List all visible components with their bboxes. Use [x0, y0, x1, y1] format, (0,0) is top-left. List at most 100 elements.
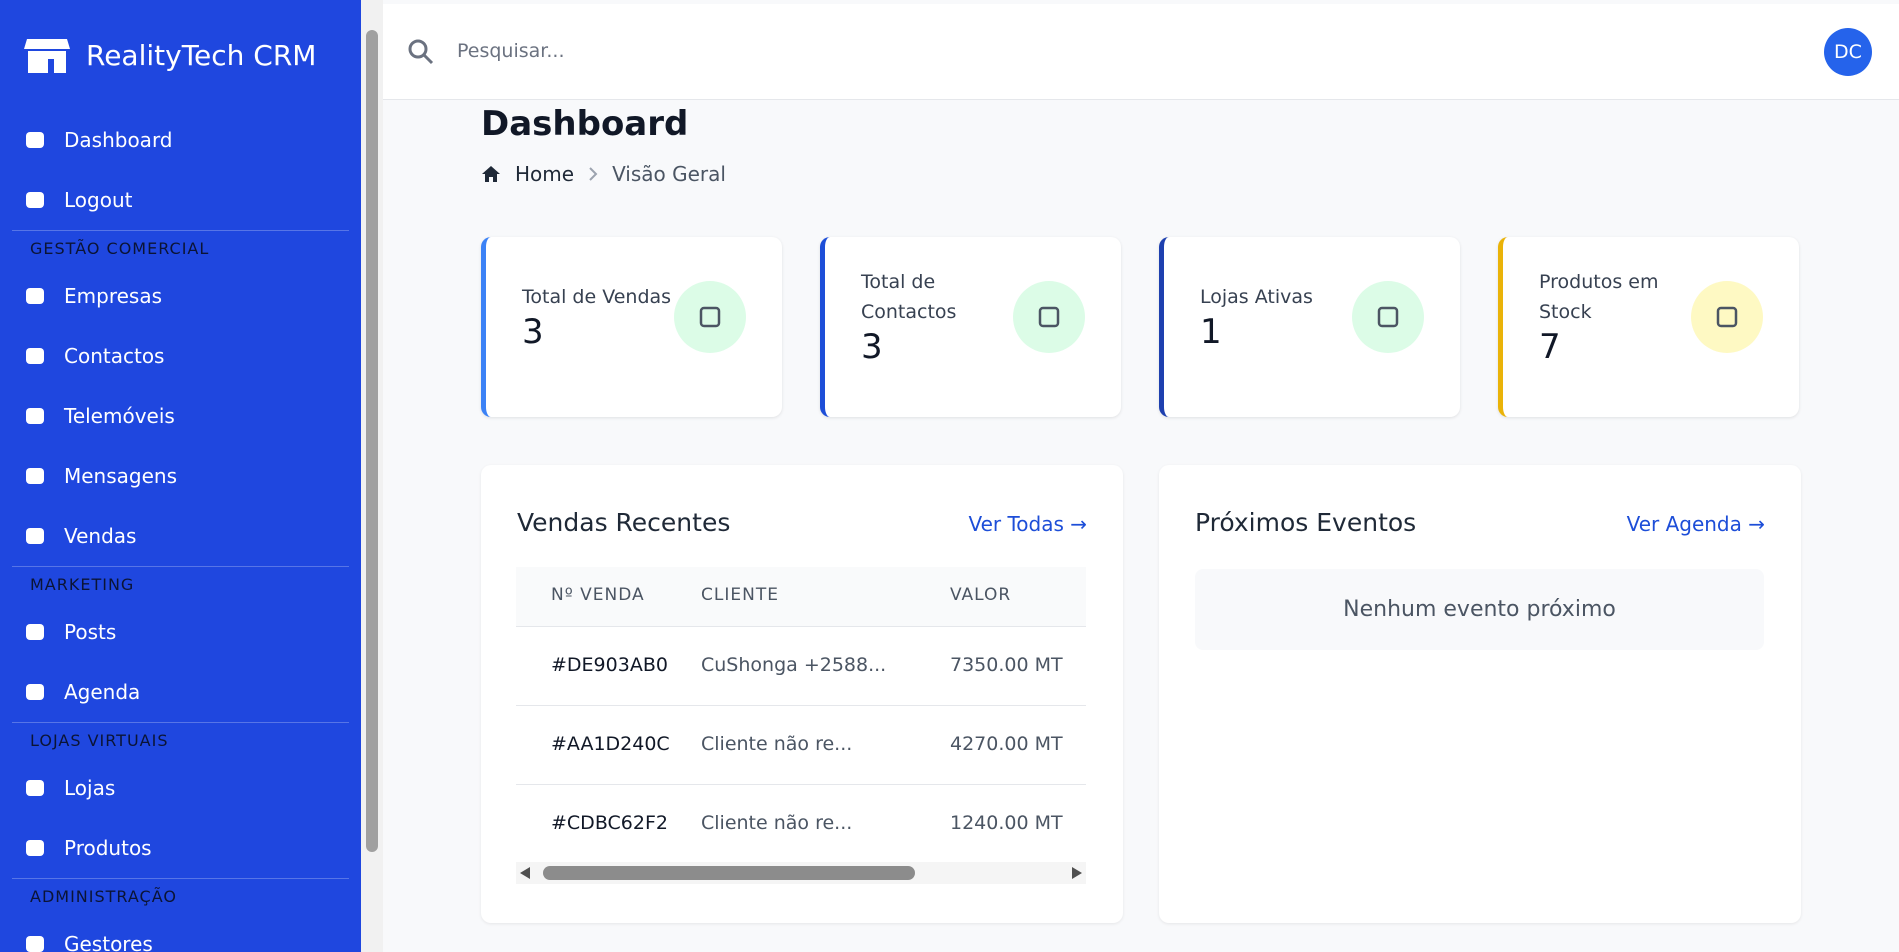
icon-shape: [26, 936, 44, 952]
icon-shape: [26, 288, 44, 304]
nav-item[interactable]: Gestores: [0, 914, 361, 952]
nav-item[interactable]: Contactos: [0, 326, 361, 386]
stat-label: Produtos em Stock: [1539, 271, 1659, 323]
column-header: Nº VENDA: [551, 585, 645, 605]
icon-shape: [26, 684, 44, 700]
sidebar: RealityTech CRM Dashboard Logout GESTÃO CO…: [0, 0, 361, 952]
column-header: CLIENTE: [701, 585, 779, 605]
sale-value: 7350.00 MT: [950, 654, 1063, 676]
nav-item[interactable]: Mensagens: [0, 446, 361, 506]
stat-value: 1: [1200, 312, 1222, 352]
scroll-right[interactable]: [1072, 867, 1082, 879]
icon-shape: [26, 528, 44, 544]
stat-label: Total de Contactos: [861, 271, 957, 323]
icon-shape: [1716, 306, 1738, 328]
brand[interactable]: RealityTech CRM: [0, 0, 361, 110]
sale-value: 4270.00 MT: [950, 733, 1063, 755]
icon-shape: [26, 132, 44, 148]
nav-label: Lojas: [64, 776, 116, 800]
stat-icon: [1691, 281, 1763, 353]
sale-client: Cliente não re...: [701, 812, 853, 834]
nav-label: Dashboard: [64, 128, 173, 152]
icon: [1716, 306, 1738, 328]
section-title: GESTÃO COMERCIAL: [12, 230, 349, 266]
stat-icon: [1013, 281, 1085, 353]
avatar[interactable]: DC: [1824, 28, 1872, 76]
nav-label: Logout: [64, 188, 133, 212]
nav-item[interactable]: Agenda: [0, 662, 361, 722]
view-agenda-link[interactable]: Ver Agenda →: [1626, 512, 1765, 536]
nav-icon: [26, 348, 44, 364]
stat-value: 3: [861, 327, 883, 367]
icon: [1377, 306, 1399, 328]
icon-shape: [26, 624, 44, 640]
stat-label: Lojas Ativas: [1200, 286, 1313, 308]
nav-icon: [26, 840, 44, 856]
home-icon: [482, 166, 500, 182]
nav-item[interactable]: Vendas: [0, 506, 361, 566]
nav-icon: [26, 468, 44, 484]
nav-label: Produtos: [64, 836, 152, 860]
breadcrumb-home[interactable]: Home: [515, 162, 575, 186]
sale-value: 1240.00 MT: [950, 812, 1063, 834]
icon-shape: [26, 192, 44, 208]
nav-label: Gestores: [64, 932, 153, 952]
nav-item[interactable]: Empresas: [0, 266, 361, 326]
row-divider: [516, 784, 1086, 785]
stat-card: Produtos em Stock 7: [1498, 237, 1799, 417]
icon: [699, 306, 721, 328]
stat-text: Total de Contactos 3: [861, 267, 1013, 367]
breadcrumb: Home Visão Geral: [481, 162, 726, 186]
icon: [1038, 306, 1060, 328]
nav-item[interactable]: Telemóveis: [0, 386, 361, 446]
chevron: [589, 167, 598, 181]
scroll-thumb: [366, 30, 378, 852]
icon-shape: [26, 348, 44, 364]
nav-icon: [26, 684, 44, 700]
nav-icon: [26, 780, 44, 796]
panel-title: Próximos Eventos: [1195, 508, 1417, 537]
icon-shape: [699, 306, 721, 328]
icon-shape: [1038, 306, 1060, 328]
nav-icon: [26, 624, 44, 640]
events-panel: Próximos Eventos Ver Agenda → Nenhum eve…: [1159, 465, 1801, 923]
stat-card: Lojas Ativas 1: [1159, 237, 1460, 417]
sale-client: CuShonga +2588...: [701, 654, 887, 676]
nav-label: Contactos: [64, 344, 165, 368]
section-title: LOJAS VIRTUAIS: [12, 722, 349, 758]
sales-table: Nº VENDA CLIENTE VALOR #DE903AB0 CuShonga +2…: [516, 567, 1086, 857]
icon-shape: [26, 780, 44, 796]
search-input[interactable]: Pesquisar...: [457, 40, 565, 62]
nav-label: Empresas: [64, 284, 162, 308]
stat-card: Total de Vendas 3: [481, 237, 782, 417]
panel-title: Vendas Recentes: [517, 508, 731, 537]
view-all-link[interactable]: Ver Todas →: [968, 512, 1087, 536]
scrollbar: [361, 0, 383, 952]
icon-shape: [26, 840, 44, 856]
stat-value: 7: [1539, 327, 1561, 367]
stat-card: Total de Contactos 3: [820, 237, 1121, 417]
topbar: Pesquisar... DC: [383, 4, 1899, 100]
nav-item[interactable]: Dashboard: [0, 110, 361, 170]
section-title: ADMINISTRAÇÃO: [12, 878, 349, 914]
nav-item[interactable]: Logout: [0, 170, 361, 230]
breadcrumb-current: Visão Geral: [612, 162, 726, 186]
brand-name: RealityTech CRM: [86, 38, 317, 72]
nav-icon: [26, 528, 44, 544]
stat-text: Produtos em Stock 7: [1539, 267, 1691, 367]
nav-icon: [26, 192, 44, 208]
stat-text: Lojas Ativas 1: [1200, 282, 1313, 352]
stat-value: 3: [522, 312, 544, 352]
icon-shape: [26, 468, 44, 484]
nav-icon: [26, 936, 44, 952]
row-divider: [516, 705, 1086, 706]
scroll-thumb: [543, 866, 915, 880]
scroll-left[interactable]: [520, 867, 530, 879]
empty-events: Nenhum evento próximo: [1195, 569, 1764, 650]
nav-item[interactable]: Posts: [0, 602, 361, 662]
nav-item[interactable]: Lojas: [0, 758, 361, 818]
recent-sales-panel: Vendas Recentes Ver Todas → Nº VENDA CLIE…: [481, 465, 1123, 923]
nav-item[interactable]: Produtos: [0, 818, 361, 878]
nav-label: Telemóveis: [64, 404, 175, 428]
section-title: MARKETING: [12, 566, 349, 602]
